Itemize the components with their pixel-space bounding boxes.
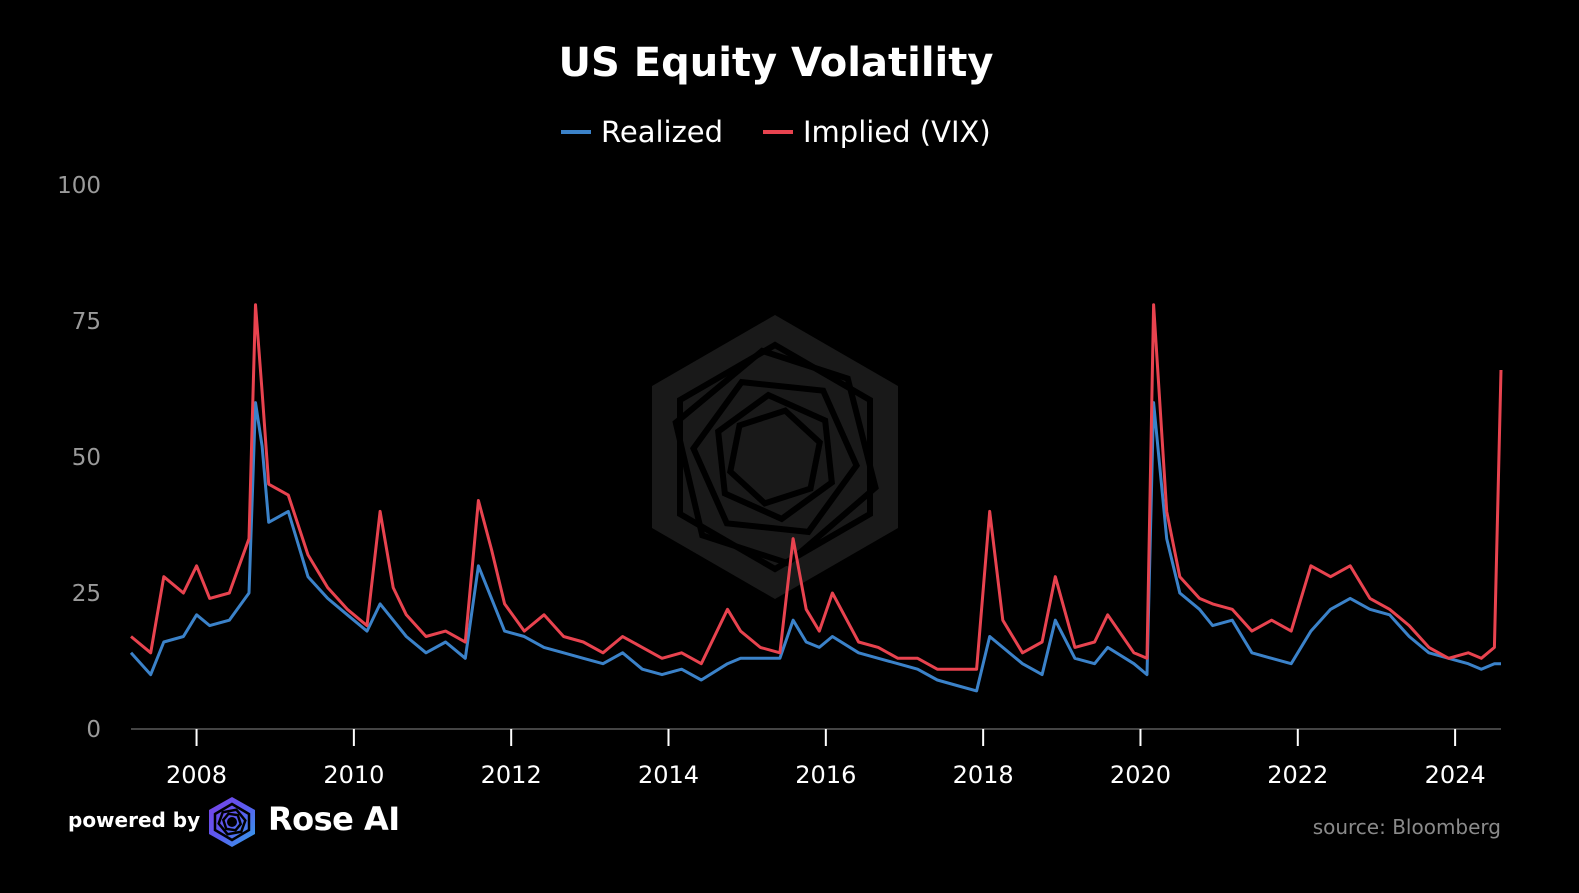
- y-tick-label: 50: [72, 445, 101, 471]
- y-tick-label: 100: [57, 173, 101, 199]
- y-tick-label: 25: [72, 581, 101, 607]
- watermark-hexagon-icon: [652, 315, 898, 599]
- legend: Realized Implied (VIX): [561, 115, 991, 149]
- x-tick-label: 2012: [481, 761, 542, 789]
- x-tick-label: 2014: [638, 761, 699, 789]
- x-tick-label: 2024: [1425, 761, 1486, 789]
- chart-title: US Equity Volatility: [559, 40, 994, 86]
- powered-by-label: powered by: [68, 808, 201, 832]
- series-lines: [129, 303, 1503, 693]
- y-tick-label: 0: [86, 717, 101, 743]
- x-tick-label: 2008: [166, 761, 227, 789]
- x-tick-label: 2020: [1110, 761, 1171, 789]
- series-line-implied: [130, 303, 1503, 671]
- x-tick-label: 2018: [953, 761, 1014, 789]
- x-axis: 2008 2010 2012 2014 2016 2018 2020 2022 2024: [131, 728, 1501, 789]
- brand-name: Rose AI: [268, 800, 400, 838]
- y-axis: 0 25 50 75 100: [57, 173, 101, 743]
- x-tick-label: 2022: [1267, 761, 1328, 789]
- x-tick-label: 2016: [795, 761, 856, 789]
- legend-label-realized: Realized: [601, 115, 723, 149]
- y-tick-label: 75: [72, 309, 101, 335]
- series-line-realized: [129, 401, 1501, 693]
- rose-ai-logo-icon: [209, 797, 255, 847]
- source-note: source: Bloomberg: [1312, 815, 1501, 839]
- legend-label-implied: Implied (VIX): [803, 115, 991, 149]
- x-tick-label: 2010: [323, 761, 384, 789]
